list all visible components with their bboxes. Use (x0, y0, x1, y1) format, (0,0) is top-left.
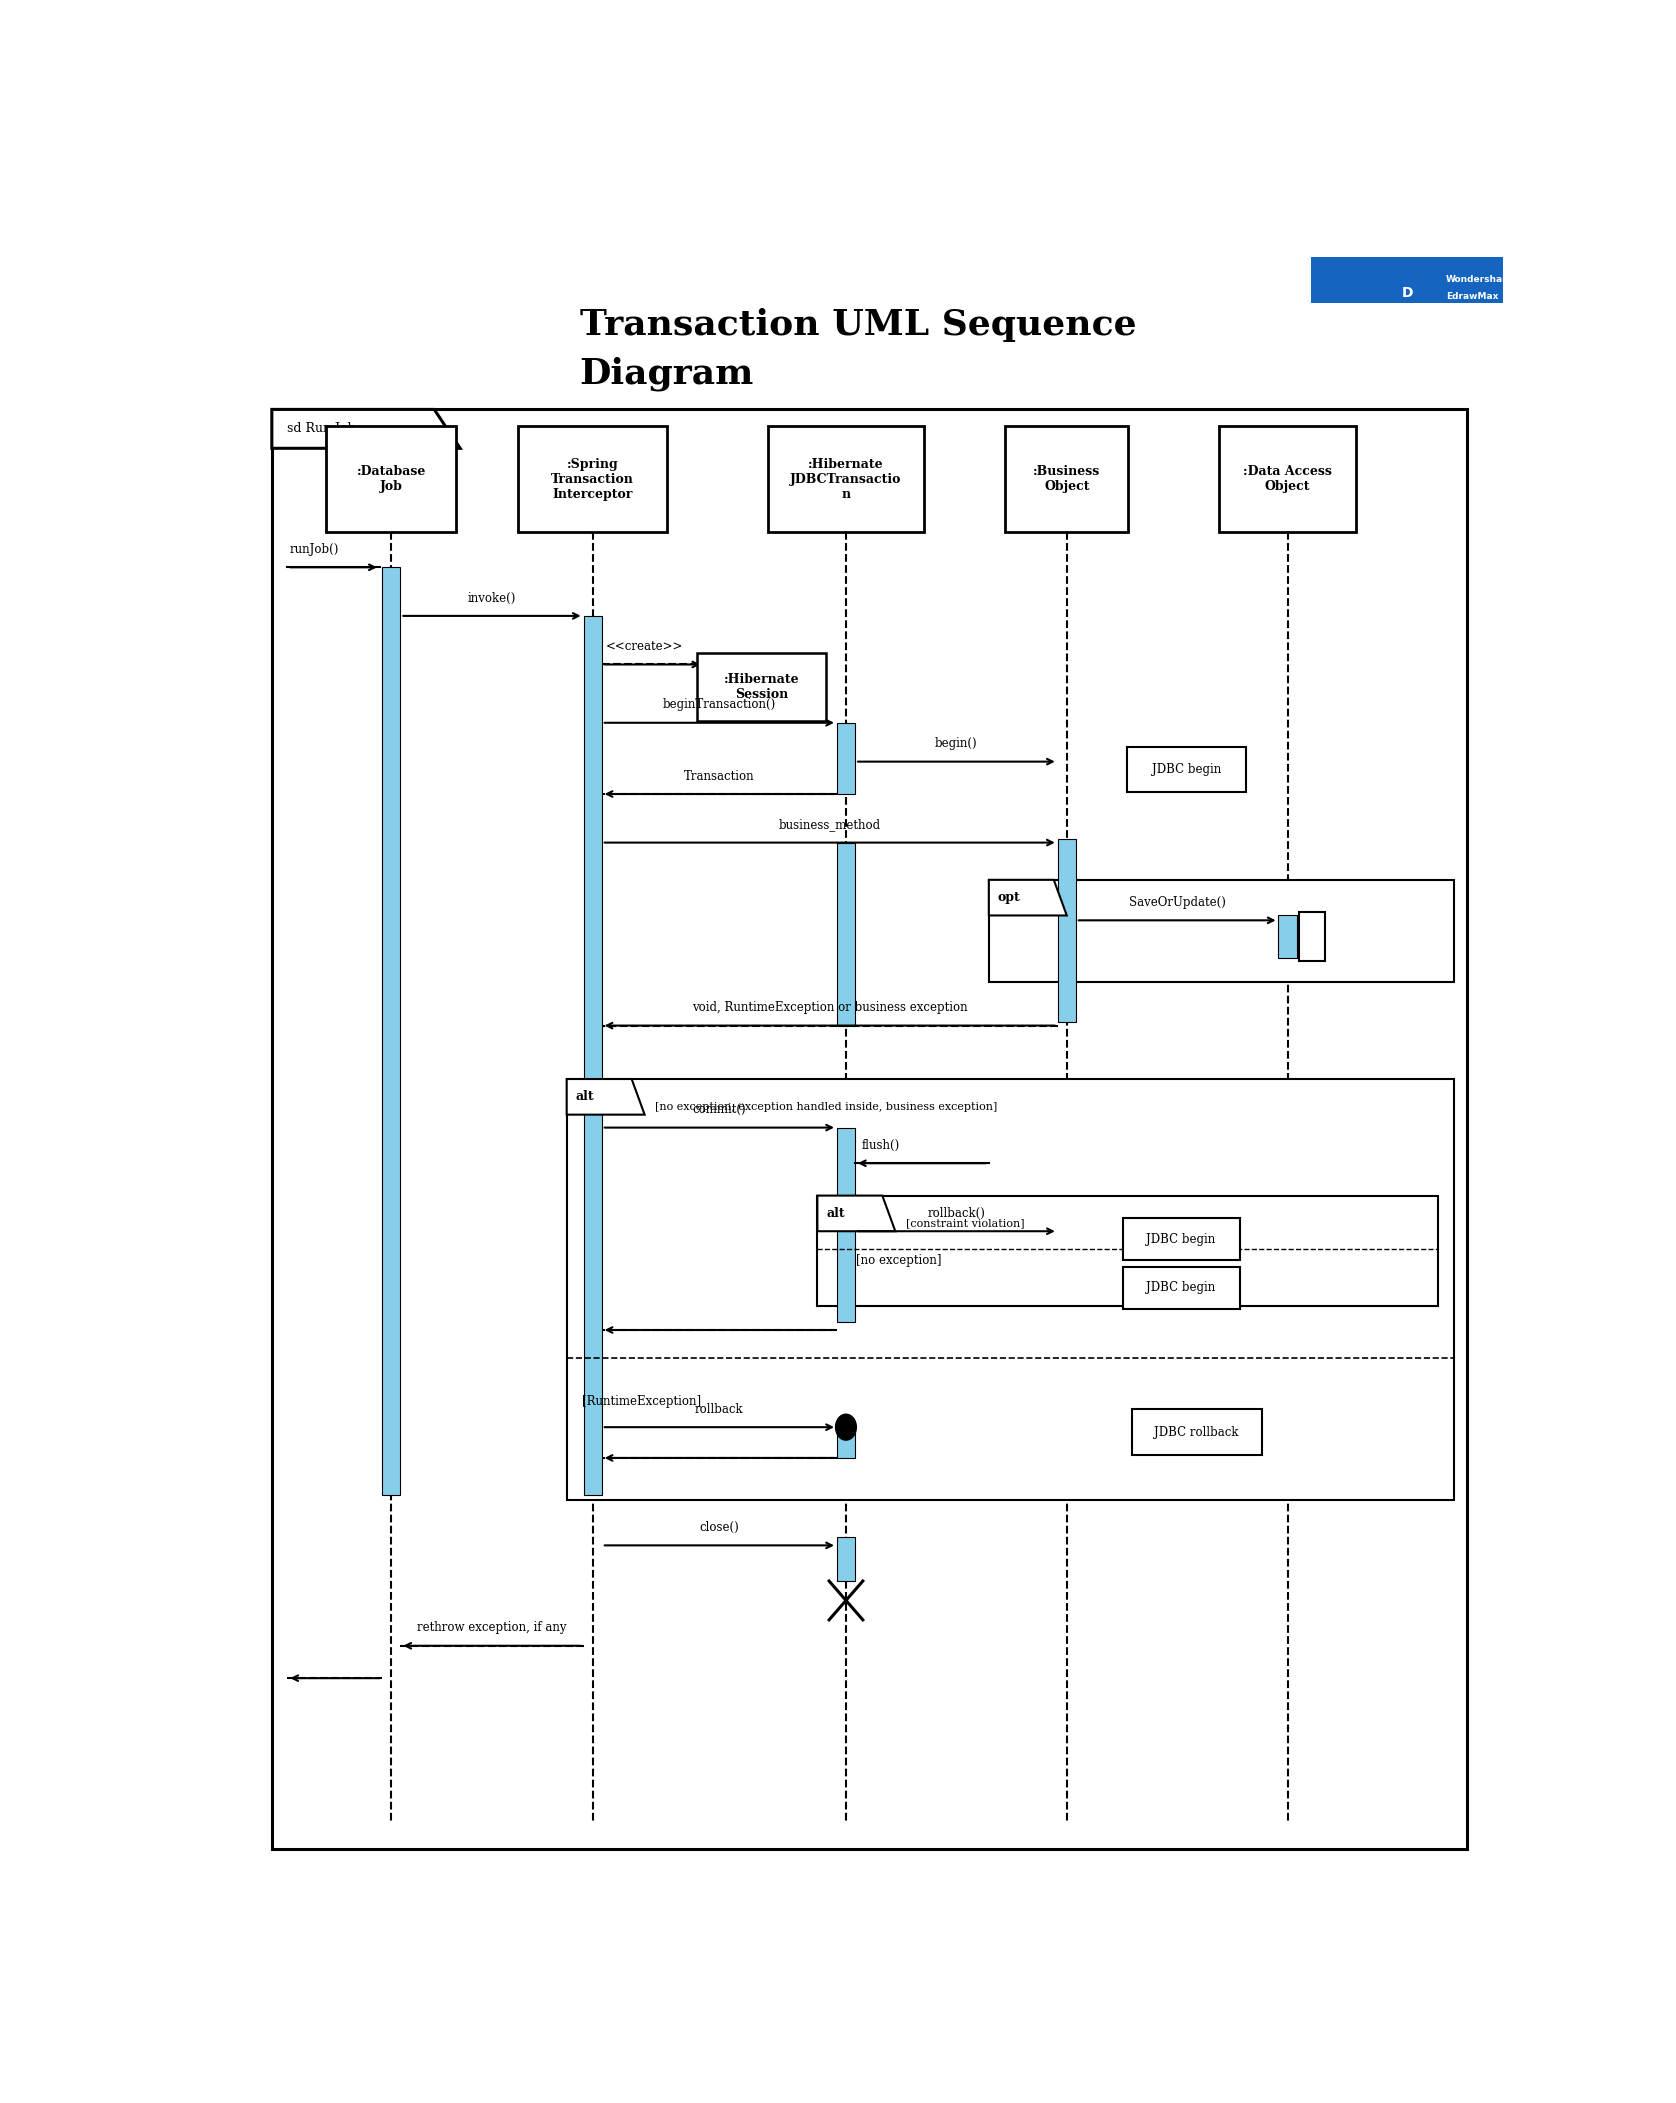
Text: [constraint violation]: [constraint violation] (905, 1218, 1024, 1228)
Bar (583, 616, 602, 1495)
Text: Transaction: Transaction (684, 770, 754, 782)
Text: [RuntimeException]: [RuntimeException] (582, 1394, 702, 1407)
Text: rollback(): rollback() (927, 1207, 985, 1220)
Text: :Data Access
Object: :Data Access Object (1244, 465, 1332, 492)
Text: EdrawMax: EdrawMax (1446, 292, 1498, 301)
Text: JDBC begin: JDBC begin (1151, 763, 1220, 776)
Text: runJob(): runJob() (290, 543, 340, 555)
Bar (382, 568, 401, 1495)
Text: JDBC begin: JDBC begin (1146, 1281, 1215, 1295)
Polygon shape (566, 1079, 645, 1115)
Bar (836, 723, 855, 795)
Text: void, RuntimeException or business exception: void, RuntimeException or business excep… (692, 1001, 967, 1014)
Bar (697, 654, 826, 721)
Bar (327, 427, 456, 532)
Bar (1058, 839, 1076, 1022)
Bar (566, 1079, 1453, 1499)
Text: Diagram: Diagram (580, 358, 754, 391)
Text: :Spring
Transaction
Interceptor: :Spring Transaction Interceptor (551, 458, 634, 501)
Bar (768, 427, 923, 532)
Text: :Hibernate
JDBCTransactio
n: :Hibernate JDBCTransactio n (791, 458, 902, 501)
Text: rollback: rollback (696, 1403, 744, 1415)
Text: D: D (1401, 286, 1413, 301)
Text: beginTransaction(): beginTransaction() (662, 698, 776, 711)
Bar (1126, 747, 1245, 793)
Text: Wondershare: Wondershare (1446, 275, 1513, 284)
Text: invoke(): invoke() (468, 591, 516, 604)
Bar (518, 427, 667, 532)
Polygon shape (989, 879, 1068, 915)
Polygon shape (818, 1197, 895, 1230)
Bar (272, 410, 1466, 1849)
Bar (1006, 427, 1128, 532)
Text: :Business
Object: :Business Object (1032, 465, 1101, 492)
Bar (1123, 1266, 1240, 1308)
Text: <<create>>: <<create>> (605, 639, 684, 654)
Text: JDBC begin: JDBC begin (1146, 1232, 1215, 1245)
Text: alt: alt (577, 1089, 595, 1104)
Polygon shape (272, 410, 461, 448)
Text: [no exception]: [no exception] (856, 1253, 942, 1266)
Bar (1299, 913, 1326, 961)
Text: alt: alt (826, 1207, 845, 1220)
Bar (836, 843, 855, 1026)
Text: business_method: business_method (779, 818, 882, 831)
Bar (836, 1127, 855, 1323)
Bar (818, 1197, 1438, 1306)
Text: Transaction UML Sequence: Transaction UML Sequence (580, 309, 1136, 343)
Bar (1220, 427, 1356, 532)
Text: :Database
Job: :Database Job (357, 465, 426, 492)
Text: SaveOrUpdate(): SaveOrUpdate() (1128, 896, 1225, 908)
Bar (836, 1428, 855, 1457)
Text: close(): close() (699, 1520, 739, 1533)
Text: [no exception, exception handled inside, business exception]: [no exception, exception handled inside,… (655, 1102, 997, 1112)
Text: sd Run Job: sd Run Job (288, 423, 355, 435)
Text: commit(): commit() (692, 1104, 746, 1117)
Text: begin(): begin() (935, 738, 977, 751)
Bar (989, 879, 1453, 982)
Text: :Hibernate
Session: :Hibernate Session (724, 673, 799, 700)
Text: rethrow exception, if any: rethrow exception, if any (417, 1621, 566, 1634)
Text: flush(): flush() (861, 1140, 900, 1152)
Text: JDBC rollback: JDBC rollback (1155, 1426, 1239, 1438)
Bar (1279, 915, 1297, 957)
Bar (1131, 1409, 1262, 1455)
Bar (1311, 257, 1503, 303)
Bar (836, 1537, 855, 1581)
Bar (1123, 1218, 1240, 1260)
Circle shape (836, 1413, 856, 1441)
Text: opt: opt (997, 892, 1021, 904)
